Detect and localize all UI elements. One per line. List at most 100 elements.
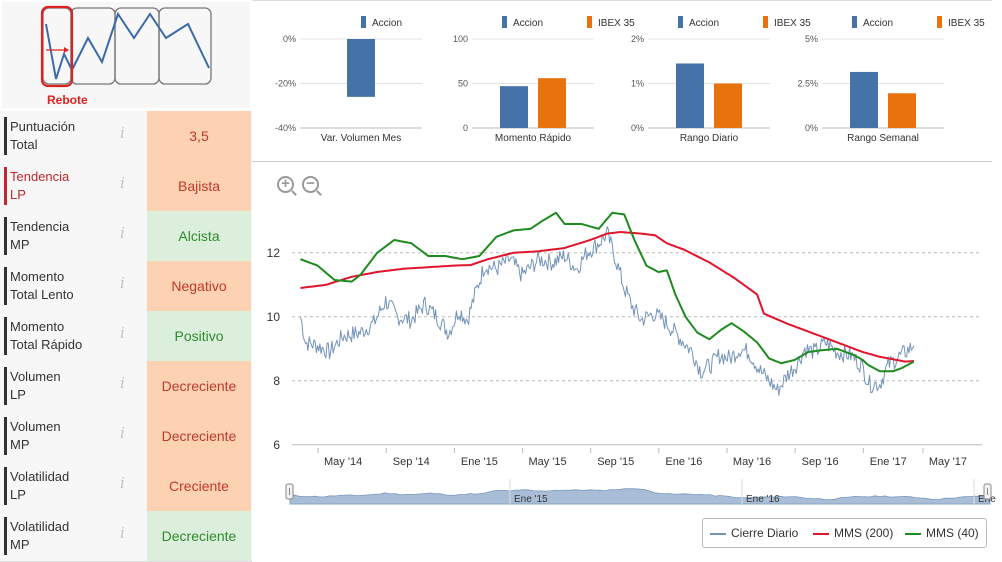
row-marker bbox=[4, 167, 7, 205]
indicator-value: Negativo bbox=[147, 261, 251, 311]
label-line: Total Rápido bbox=[10, 337, 83, 352]
label-line: MP bbox=[10, 237, 30, 252]
x-tick-label: Sep '14 bbox=[393, 456, 430, 468]
tick-label: 2% bbox=[631, 34, 644, 44]
legend-label: Accion bbox=[372, 18, 402, 29]
info-icon[interactable]: i bbox=[120, 424, 125, 442]
label-line: LP bbox=[10, 187, 26, 202]
legend-label: Accion bbox=[513, 18, 543, 29]
label-line: MP bbox=[10, 537, 30, 552]
series-mms-200 bbox=[300, 231, 914, 363]
info-icon[interactable]: i bbox=[120, 124, 125, 142]
label-line: LP bbox=[10, 387, 26, 402]
label-line: Total bbox=[10, 137, 38, 152]
label-line: MP bbox=[10, 437, 30, 452]
mini-chart: Accion IBEX 35 100 50 0 Momento Rápido bbox=[453, 16, 635, 144]
indicator-row[interactable]: Tendencia LP i Bajista bbox=[0, 161, 252, 212]
tick-label: 0% bbox=[283, 34, 296, 44]
info-icon[interactable]: i bbox=[120, 274, 125, 292]
mini-chart: Accion IBEX 35 2% 1% 0% Rango Diario bbox=[631, 16, 811, 144]
row-marker bbox=[4, 117, 7, 155]
indicator-row[interactable]: Volatilidad LP i Creciente bbox=[0, 461, 252, 512]
indicator-label: Volumen MP bbox=[10, 418, 120, 454]
info-icon[interactable]: i bbox=[120, 324, 125, 342]
x-tick-label: May '15 bbox=[528, 456, 566, 468]
y-tick-label: 12 bbox=[267, 246, 281, 260]
row-marker bbox=[4, 417, 7, 455]
legend-mms200[interactable]: MMS (200) bbox=[813, 519, 893, 547]
label-line: Tendencia bbox=[10, 219, 70, 234]
indicator-value: Bajista bbox=[147, 161, 251, 211]
indicator-label: Volumen LP bbox=[10, 368, 120, 404]
info-icon[interactable]: i bbox=[120, 224, 125, 242]
x-tick-label: Ene '16 bbox=[665, 456, 702, 468]
label-line: Total Lento bbox=[10, 287, 74, 302]
mini-chart-title: Var. Volumen Mes bbox=[321, 133, 401, 144]
tick-label: 50 bbox=[458, 79, 468, 89]
row-marker bbox=[4, 317, 7, 355]
section-divider bbox=[252, 161, 992, 162]
legend-swatch bbox=[587, 16, 592, 28]
label-line: Puntuación bbox=[10, 119, 76, 134]
legend-close[interactable]: Cierre Diario bbox=[710, 519, 798, 547]
info-icon[interactable]: i bbox=[120, 474, 125, 492]
rebote-pattern-icon: Rebote bbox=[40, 5, 212, 107]
indicator-row[interactable]: Volatilidad MP i Decreciente bbox=[0, 511, 252, 562]
indicator-row[interactable]: Tendencia MP i Alcista bbox=[0, 211, 252, 262]
legend-swatch bbox=[905, 532, 921, 535]
info-icon[interactable]: i bbox=[120, 524, 125, 542]
y-tick-label: 8 bbox=[273, 374, 280, 388]
nav-label: Ene '16 bbox=[746, 494, 780, 505]
legend-label: IBEX 35 bbox=[774, 18, 811, 29]
legend-swatch bbox=[813, 532, 829, 535]
bar-accion bbox=[500, 86, 528, 128]
indicator-value: Decreciente bbox=[147, 511, 251, 561]
series-cierre-diario bbox=[300, 226, 915, 396]
tick-label: 0% bbox=[631, 123, 644, 133]
indicator-row[interactable]: Volumen LP i Decreciente bbox=[0, 361, 252, 412]
indicator-row[interactable]: Volumen MP i Decreciente bbox=[0, 411, 252, 462]
tick-label: 1% bbox=[631, 79, 644, 89]
legend-swatch bbox=[361, 16, 366, 28]
bar-accion bbox=[347, 39, 375, 97]
indicator-row[interactable]: Momento Total Rápido i Positivo bbox=[0, 311, 252, 362]
mini-chart-title: Rango Semanal bbox=[847, 133, 919, 144]
row-marker bbox=[4, 267, 7, 305]
tick-label: 0% bbox=[805, 123, 818, 133]
label-line: Volatilidad bbox=[10, 469, 70, 484]
zoom-in-button[interactable]: + bbox=[277, 176, 294, 193]
info-icon[interactable]: i bbox=[120, 174, 125, 192]
label-line: Volatilidad bbox=[10, 519, 70, 534]
x-tick-label: May '14 bbox=[324, 456, 362, 468]
indicator-label: Volatilidad LP bbox=[10, 468, 120, 504]
bar-accion bbox=[676, 63, 704, 128]
indicator-value: Decreciente bbox=[147, 411, 251, 461]
zoom-out-button[interactable]: − bbox=[302, 176, 319, 193]
top-border bbox=[252, 0, 992, 1]
legend-swatch bbox=[937, 16, 942, 28]
info-icon[interactable]: i bbox=[120, 374, 125, 392]
mini-chart: Accion 0% -20% -40% Var. Volumen Mes bbox=[275, 16, 422, 144]
nav-label: Ene '15 bbox=[514, 494, 548, 505]
row-marker bbox=[4, 217, 7, 255]
x-tick-label: Ene '17 bbox=[870, 456, 907, 468]
logo-label: Rebote bbox=[47, 93, 88, 107]
legend-swatch bbox=[852, 16, 857, 28]
legend-mms40[interactable]: MMS (40) bbox=[905, 519, 979, 547]
bar-ibex bbox=[714, 83, 742, 128]
y-tick-label: 10 bbox=[267, 310, 281, 324]
chart-legend: Cierre Diario MMS (200) MMS (40) bbox=[702, 518, 987, 548]
indicator-row[interactable]: Momento Total Lento i Negativo bbox=[0, 261, 252, 312]
indicator-row[interactable]: Puntuación Total i 3,5 bbox=[0, 111, 252, 162]
bar-ibex bbox=[888, 93, 916, 128]
tick-label: 100 bbox=[453, 34, 468, 44]
indicator-value: Alcista bbox=[147, 211, 251, 261]
bar-accion bbox=[850, 71, 878, 128]
indicator-value: Positivo bbox=[147, 311, 251, 361]
x-tick-label: Sep '16 bbox=[802, 456, 839, 468]
tick-label: 0 bbox=[463, 123, 468, 133]
x-tick-label: May '17 bbox=[929, 456, 967, 468]
x-tick-label: Ene '15 bbox=[461, 456, 498, 468]
indicator-label: Tendencia LP bbox=[10, 168, 120, 204]
